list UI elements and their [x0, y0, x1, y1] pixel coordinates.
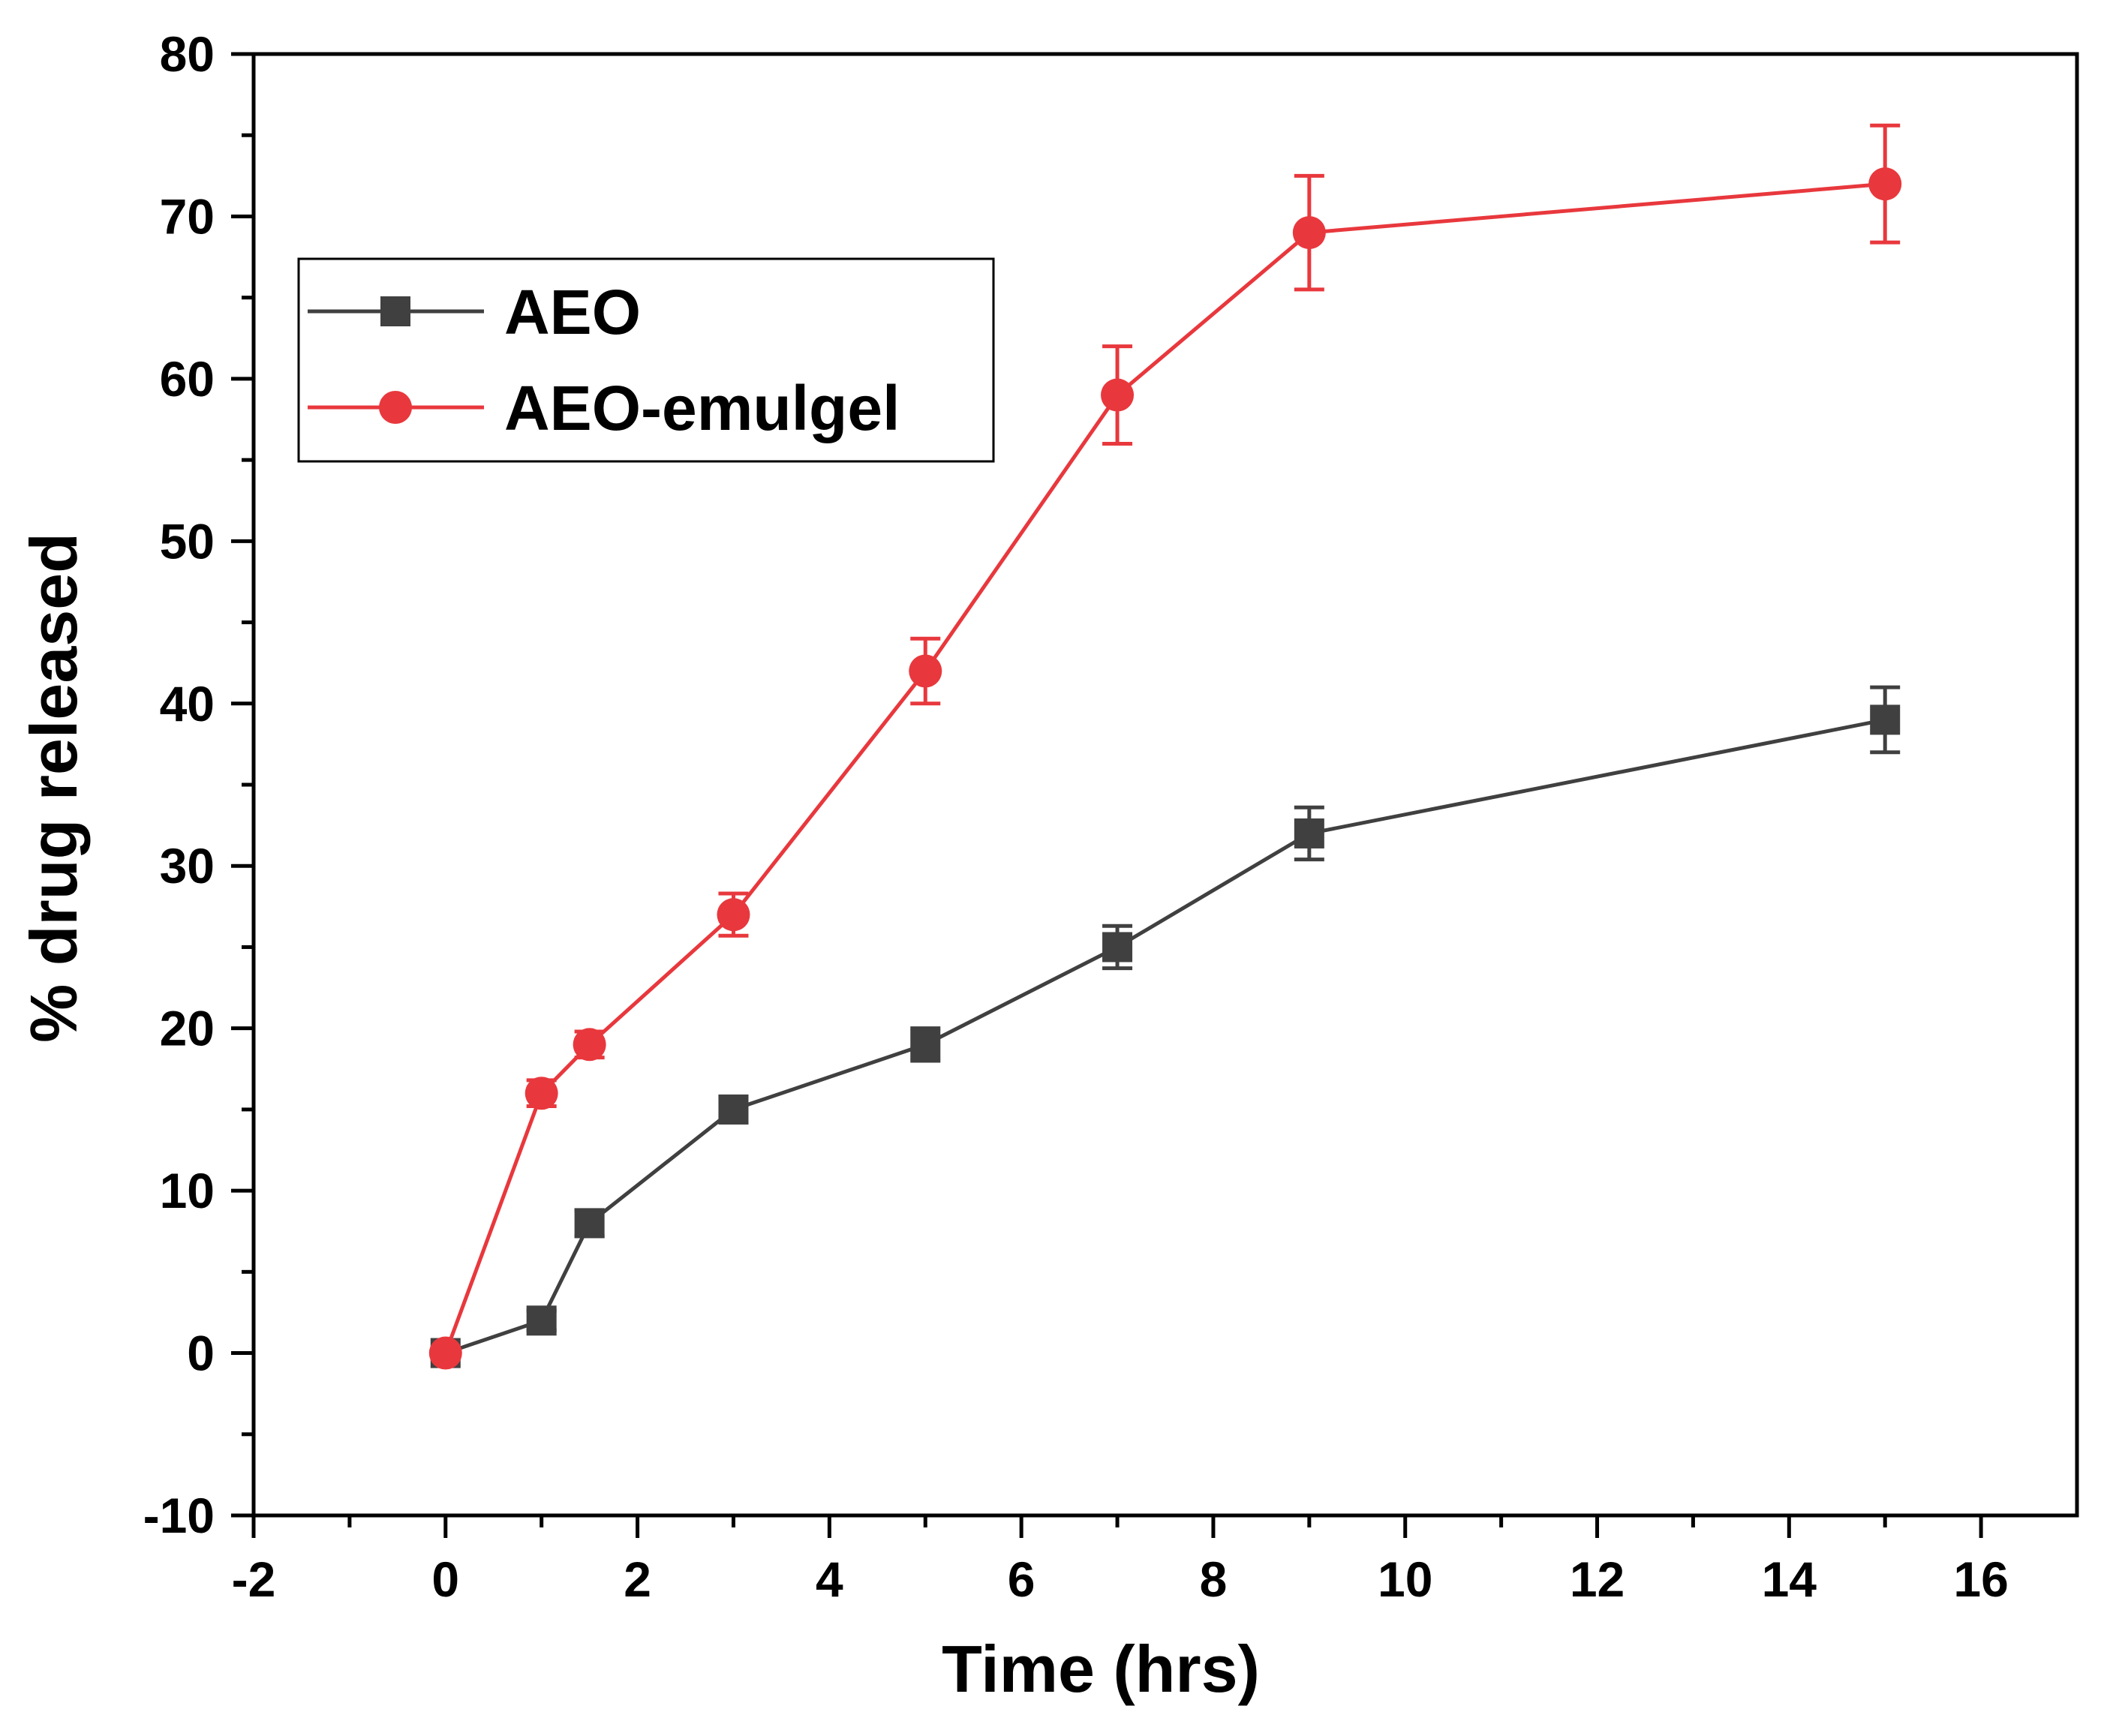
x-tick-label: 4 — [816, 1551, 843, 1607]
y-tick-label: 0 — [187, 1326, 215, 1381]
legend: AEO AEO-emulgel — [297, 257, 995, 463]
data-point — [1102, 932, 1133, 963]
data-point — [1870, 704, 1901, 735]
x-tick-label: 16 — [1953, 1551, 2008, 1607]
series-aeo-emulgel — [428, 123, 1902, 1370]
series-layer — [428, 123, 1902, 1370]
data-point — [910, 1029, 941, 1060]
x-tick-label: 0 — [431, 1551, 459, 1607]
data-point — [428, 1336, 462, 1370]
x-tick-label: 12 — [1570, 1551, 1625, 1607]
series-aeo — [430, 685, 1901, 1368]
legend-box — [297, 257, 995, 463]
series-line — [444, 717, 1886, 1355]
y-tick-label: 60 — [160, 351, 215, 407]
y-tick-label: 30 — [160, 838, 215, 894]
x-tick-label: 6 — [1008, 1551, 1035, 1607]
axes-layer: -10 0 10 20 30 40 50 60 70 80 -2 0 2 4 6 8 10 12 14 16 — [143, 26, 2079, 1607]
data-point — [526, 1305, 557, 1336]
y-tick-label: 20 — [160, 1001, 215, 1056]
x-tick-label: 2 — [624, 1551, 651, 1607]
legend-marker — [379, 391, 412, 424]
y-tick-label: 70 — [160, 188, 215, 244]
y-tick-label: 10 — [160, 1163, 215, 1218]
y-tick-label: 40 — [160, 676, 215, 731]
data-point — [1868, 167, 1902, 201]
data-point — [909, 654, 942, 688]
x-tick-label: 14 — [1762, 1551, 1817, 1607]
data-point — [574, 1208, 605, 1239]
data-point — [717, 898, 750, 932]
x-tick-label: -2 — [232, 1551, 276, 1607]
data-point — [1294, 818, 1324, 848]
data-point — [1292, 216, 1326, 250]
data-point — [718, 1094, 749, 1125]
data-point — [573, 1028, 606, 1062]
y-tick-label: -10 — [143, 1488, 215, 1543]
x-tick-label: 8 — [1200, 1551, 1228, 1607]
y-tick-label: 80 — [160, 26, 215, 82]
data-point — [1101, 378, 1135, 412]
x-axis-title: Time (hrs) — [942, 1632, 1260, 1706]
y-axis-title: % drug released — [17, 533, 91, 1043]
x-tick-label: 10 — [1378, 1551, 1432, 1607]
legend-marker — [380, 296, 410, 326]
legend-label: AEO — [504, 277, 641, 347]
legend-label: AEO-emulgel — [504, 373, 900, 443]
data-point — [524, 1077, 558, 1110]
y-tick-label: 50 — [160, 513, 215, 569]
